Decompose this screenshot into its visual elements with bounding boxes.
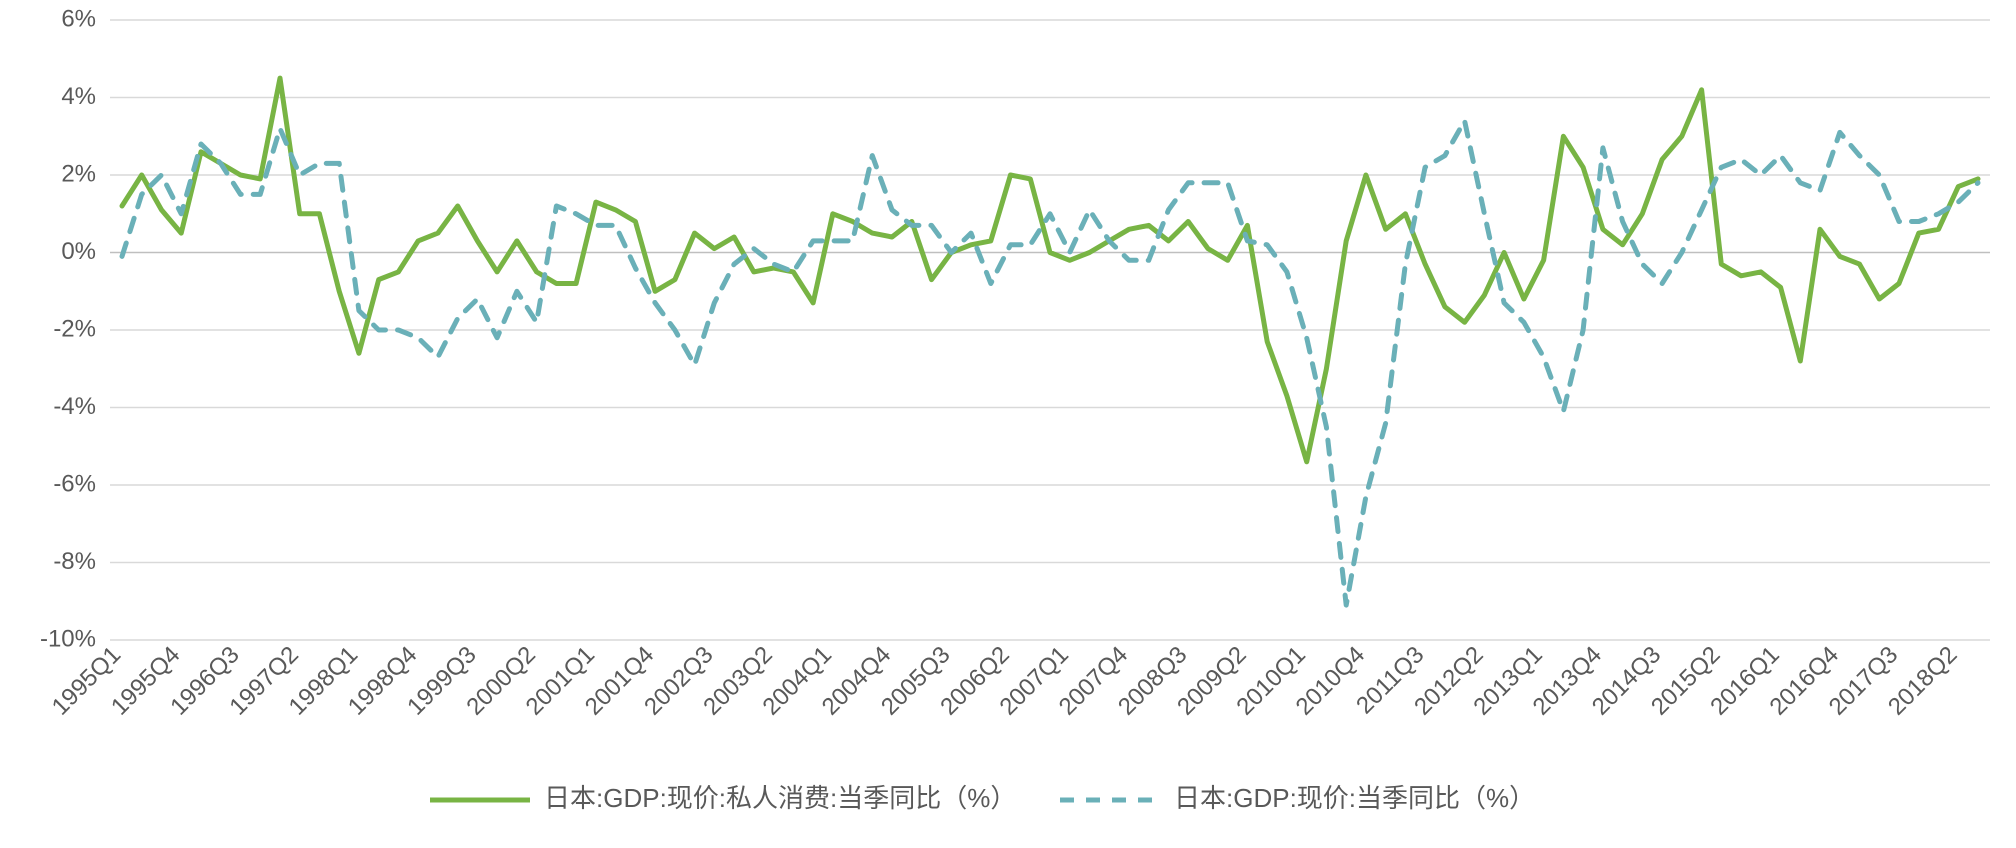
y-tick-label: -2% — [53, 315, 96, 342]
chart-container: -10%-8%-6%-4%-2%0%2%4%6%1995Q11995Q41996… — [0, 0, 2016, 848]
y-tick-label: -4% — [53, 393, 96, 420]
chart-svg: -10%-8%-6%-4%-2%0%2%4%6%1995Q11995Q41996… — [0, 0, 2016, 848]
y-tick-label: 4% — [61, 83, 96, 110]
series-gdp_nominal — [122, 121, 1978, 605]
y-tick-label: -10% — [40, 625, 96, 652]
y-tick-label: 0% — [61, 238, 96, 265]
y-tick-label: -6% — [53, 470, 96, 497]
series-private_consumption — [122, 78, 1978, 462]
legend-label-private_consumption: 日本:GDP:现价:私人消费:当季同比（%） — [544, 783, 1016, 813]
y-tick-label: 6% — [61, 5, 96, 32]
legend-label-gdp_nominal: 日本:GDP:现价:当季同比（%） — [1174, 783, 1535, 813]
y-tick-label: 2% — [61, 160, 96, 187]
y-tick-label: -8% — [53, 548, 96, 575]
